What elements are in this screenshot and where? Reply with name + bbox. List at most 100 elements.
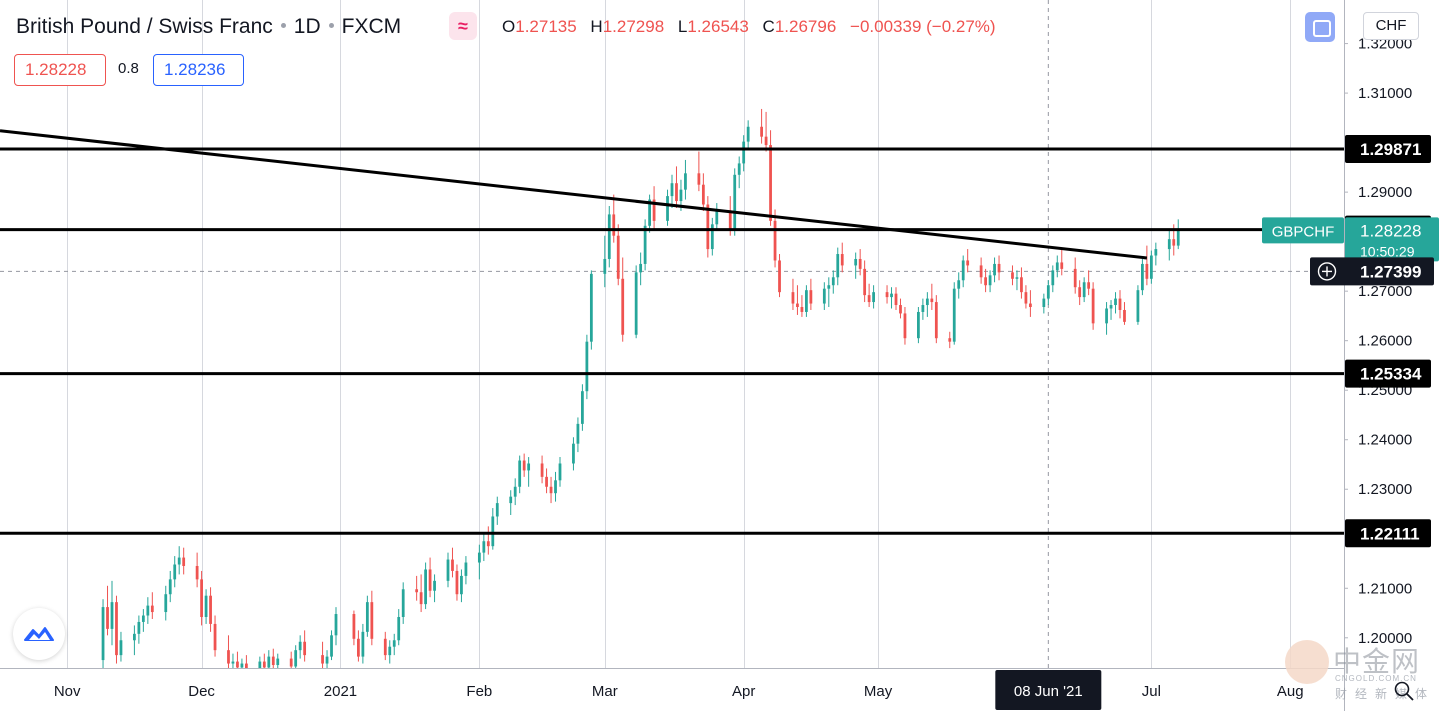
candle-up xyxy=(388,640,392,664)
candle-up xyxy=(397,609,401,646)
candle-up xyxy=(392,633,396,656)
candle-body xyxy=(831,277,835,286)
candle-body xyxy=(1136,290,1140,322)
candle-down xyxy=(1060,249,1064,276)
candle-up xyxy=(424,562,427,610)
close-value: 1.26796 xyxy=(774,17,837,36)
crosshair-date-text: 08 Jun '21 xyxy=(1014,683,1083,700)
candle-down xyxy=(858,249,862,276)
candle-down xyxy=(271,648,275,668)
candle-body xyxy=(383,638,387,656)
candle-body xyxy=(961,260,965,281)
candle-body xyxy=(267,656,271,668)
x-tick-label: Mar xyxy=(592,683,618,700)
candle-up xyxy=(831,270,835,294)
candle-body xyxy=(581,391,584,424)
candle-up xyxy=(464,556,468,585)
candle-down xyxy=(106,585,109,636)
candle-body xyxy=(890,293,893,298)
candle-up xyxy=(961,255,965,288)
candle-body xyxy=(952,288,956,342)
candle-up xyxy=(433,574,436,603)
tradingview-logo-icon[interactable] xyxy=(13,608,65,660)
candle-body xyxy=(294,650,298,667)
candle-body xyxy=(495,503,499,517)
candle-body xyxy=(903,313,907,339)
candle-body xyxy=(733,174,737,230)
candle-up xyxy=(137,615,141,644)
candle-body xyxy=(195,565,199,580)
candle-body xyxy=(289,658,293,667)
candle-body xyxy=(858,258,862,269)
snapshot-icon[interactable] xyxy=(1305,12,1335,42)
candle-body xyxy=(460,575,463,595)
currency-selector[interactable]: CHF xyxy=(1363,12,1419,40)
candle-body xyxy=(177,557,181,565)
candle-up xyxy=(1042,293,1046,314)
candle-body xyxy=(258,661,262,668)
x-axis-labels: Nov Dec 2021 Feb Mar Apr May Jul Aug xyxy=(54,683,1304,700)
candle-body xyxy=(554,480,557,494)
candle-body xyxy=(670,183,674,197)
candle-up xyxy=(334,607,338,646)
candle-down xyxy=(415,575,419,601)
candle-body xyxy=(455,570,459,595)
candle-body xyxy=(150,605,154,613)
candle-body xyxy=(486,541,490,547)
candle-up xyxy=(1105,302,1108,335)
candle-body xyxy=(236,661,239,668)
candle-down xyxy=(899,298,902,319)
candle-body xyxy=(1141,263,1144,291)
candle-body xyxy=(675,183,678,202)
candle-down xyxy=(213,615,217,657)
candle-up xyxy=(1154,242,1158,266)
candle-down xyxy=(428,557,432,598)
candle-body xyxy=(679,189,683,202)
candle-body xyxy=(271,656,275,666)
candle-down xyxy=(903,307,907,345)
separator-dot xyxy=(328,22,334,28)
candle-body xyxy=(325,656,329,664)
candle-body xyxy=(106,607,109,629)
sell-button[interactable]: 1.28228 xyxy=(14,54,106,86)
candle-body xyxy=(993,263,996,276)
x-tick-label: 2021 xyxy=(324,683,357,700)
candle-up xyxy=(822,282,826,310)
candle-body xyxy=(173,564,177,580)
candle-down xyxy=(934,295,938,344)
candle-up xyxy=(684,159,687,200)
indicators-icon[interactable]: ≈ xyxy=(449,12,477,40)
candle-body xyxy=(607,214,611,259)
candle-body xyxy=(1042,298,1046,308)
candle-body xyxy=(262,661,266,668)
candle-body xyxy=(710,224,714,250)
x-tick-label: May xyxy=(864,683,893,700)
candle-body xyxy=(742,141,746,164)
candle-body xyxy=(800,307,804,312)
candle-body xyxy=(1046,285,1050,299)
candle-body xyxy=(231,661,235,664)
chart-header: British Pound / Swiss Franc 1D FXCM xyxy=(16,12,401,42)
candle-up xyxy=(746,120,750,151)
candle-down xyxy=(150,592,154,619)
last-price-bg xyxy=(1345,217,1439,262)
candle-up xyxy=(921,298,925,320)
candle-body xyxy=(527,463,531,471)
buy-button[interactable]: 1.28236 xyxy=(153,54,244,86)
zoom-icon[interactable] xyxy=(1393,680,1415,702)
interval-label[interactable]: 1D xyxy=(293,15,321,38)
candle-body xyxy=(984,277,987,286)
candle-up xyxy=(603,235,607,288)
candle-up xyxy=(1167,230,1171,261)
candle-down xyxy=(209,587,212,632)
candle-down xyxy=(357,630,360,662)
close-label: C xyxy=(762,17,775,36)
symbol-name[interactable]: British Pound / Swiss Franc xyxy=(16,15,273,38)
candle-body xyxy=(1051,270,1055,286)
candle-down xyxy=(1123,302,1126,325)
candle-up xyxy=(710,217,714,256)
candle-body xyxy=(1087,282,1091,289)
candle-body xyxy=(746,126,750,142)
candle-up xyxy=(446,552,450,588)
